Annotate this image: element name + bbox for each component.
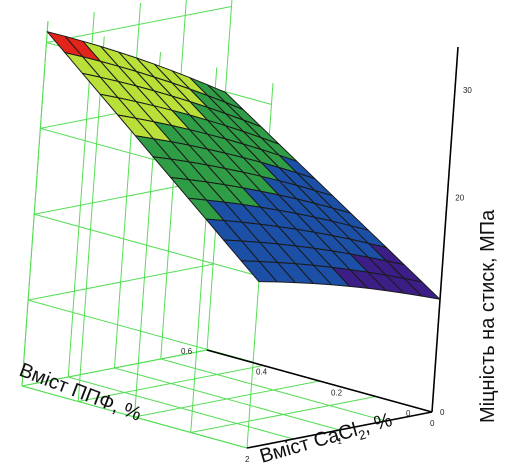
grid-line-floor xyxy=(68,376,294,440)
axis-layer xyxy=(206,46,459,449)
z-axis-line xyxy=(431,46,459,413)
grid-line-side-wall-vertical xyxy=(21,20,49,387)
z-tick-label: 30 xyxy=(463,86,472,95)
grid-line-back-wall-vertical xyxy=(77,36,105,402)
y-tick-label: 2 xyxy=(245,455,250,464)
z-tick-label: 20 xyxy=(455,193,464,202)
x-axis-line xyxy=(206,349,433,413)
y-axis-title-tail: , % xyxy=(361,409,395,438)
grid-line-floor xyxy=(160,358,386,422)
surface-layer xyxy=(46,31,441,300)
x-tick-label: 0.2 xyxy=(331,388,343,397)
y-axis-line xyxy=(246,411,433,449)
x-tick-label: 0.6 xyxy=(181,347,193,356)
grid-line-floor xyxy=(114,367,340,431)
z-tick-label: 0 xyxy=(440,408,445,417)
y-axis-title: Вміст CaCl2, % xyxy=(257,409,395,466)
x-tick-label: 0 xyxy=(406,409,411,418)
y-tick-label: 0 xyxy=(430,419,435,428)
grid-line-back-wall-horizontal xyxy=(34,213,260,277)
y-tick-label: 1 xyxy=(338,437,343,446)
z-axis-title: Міцність на стиск, МПа xyxy=(477,209,499,423)
surface-cell xyxy=(403,278,441,300)
grid-line-floor xyxy=(21,385,248,449)
grid-line-side-wall-horizontal xyxy=(46,5,232,43)
grid-line-side-wall-horizontal xyxy=(28,263,214,301)
x-tick-label: 0.4 xyxy=(256,368,268,377)
y-axis-title-subscript: 2 xyxy=(357,427,368,443)
y-axis-title-main: Вміст CaCl xyxy=(257,419,360,466)
